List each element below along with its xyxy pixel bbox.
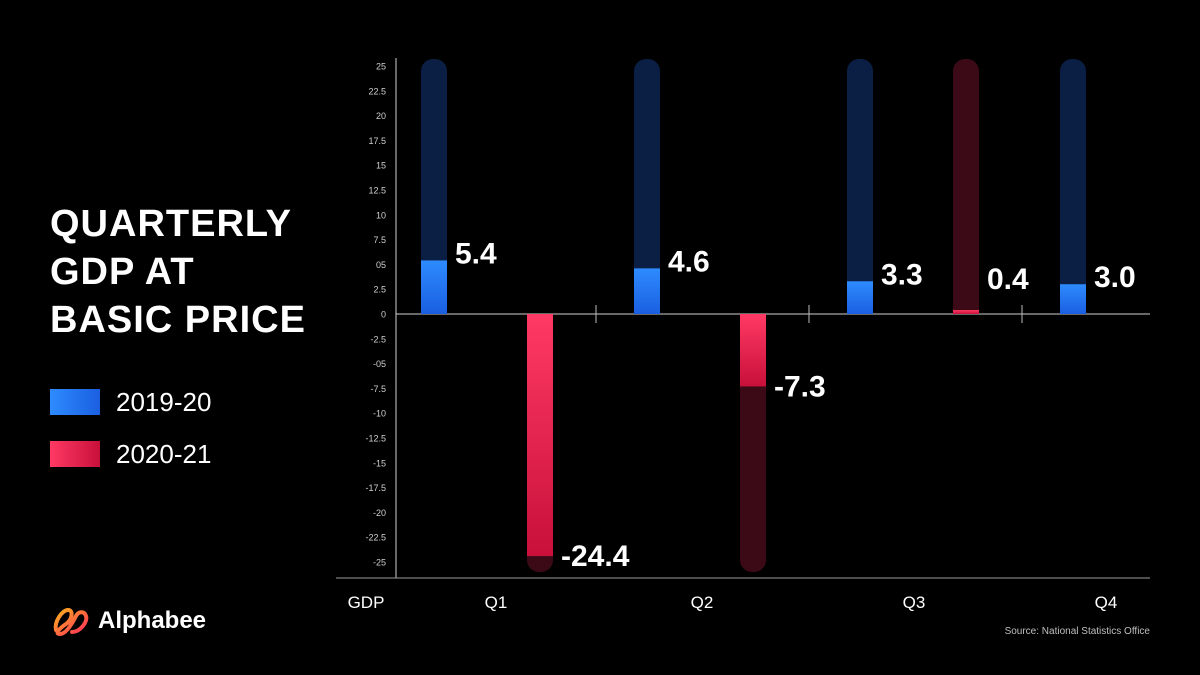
bar-value-label: 0.4 [987, 263, 1029, 296]
value-labels: 5.4 4.6 3.3 3.0 -24.4 -7.3 0.4 [455, 237, 1136, 573]
bar-track [634, 59, 660, 314]
y-tick-label: -2.5 [370, 334, 386, 344]
title-line-3: BASIC PRICE [50, 299, 306, 341]
y-tick-label: 25 [376, 62, 386, 72]
x-tick-label-Q3: Q3 [903, 593, 926, 612]
bar-2019-20-Q3 [847, 281, 873, 314]
bar-value-label: -24.4 [561, 540, 630, 573]
y-tick-label: -22.5 [365, 533, 386, 543]
bar-value-label: 5.4 [455, 237, 497, 270]
bar-value-label: 4.6 [668, 245, 710, 278]
bar-2020-21-Q3 [953, 310, 979, 314]
alphabee-logo-icon [53, 607, 89, 637]
bar-2019-20-Q2 [634, 268, 660, 314]
axes [336, 58, 1150, 579]
y-tick-label: 2.5 [373, 285, 386, 295]
bar-value-label: 3.0 [1094, 261, 1136, 294]
bar-value-label: -7.3 [774, 370, 826, 403]
legend-item-2019-20: 2019-20 [50, 386, 211, 418]
y-tick-label: 22.5 [368, 86, 386, 96]
bar-2020-21-Q1 [527, 314, 553, 557]
y-axis-ticks: 25 22.5 20 17.5 15 12.5 10 7.5 05 2.5 0 -2.5 -05 -7.5… [365, 62, 386, 568]
y-tick-label: 10 [376, 210, 386, 220]
y-tick-label: -7.5 [370, 384, 386, 394]
x-tick-label-Q4: Q4 [1095, 593, 1118, 612]
bar-2020-21-Q2 [740, 314, 766, 387]
bars [421, 260, 1086, 557]
legend: 2019-20 2020-21 [50, 386, 211, 490]
legend-label: 2020-21 [116, 438, 212, 469]
title-line-2: GDP AT [50, 251, 195, 293]
y-tick-label: -25 [373, 558, 386, 568]
y-tick-label: -17.5 [365, 483, 386, 493]
bar-track [953, 59, 979, 314]
y-tick-label: -12.5 [365, 434, 386, 444]
y-tick-label: 05 [376, 260, 386, 270]
legend-swatch-red [50, 441, 100, 467]
x-axis-title: GDP [348, 593, 385, 612]
x-tick-label-Q1: Q1 [485, 593, 508, 612]
bar-2019-20-Q4 [1060, 284, 1086, 314]
source-note: Source: National Statistics Office [1004, 626, 1150, 637]
y-tick-label: 20 [376, 111, 386, 121]
bar-2019-20-Q1 [421, 260, 447, 314]
title-line-1: QUARTERLY [50, 203, 292, 245]
y-tick-label: -10 [373, 409, 386, 419]
bar-track [847, 59, 873, 314]
y-tick-label: 17.5 [368, 136, 386, 146]
brand-name: Alphabee [98, 607, 207, 634]
y-tick-label: -05 [373, 359, 386, 369]
y-tick-label: 0 [381, 310, 386, 320]
y-tick-label: 12.5 [368, 186, 386, 196]
bar-track [421, 59, 447, 314]
brand: Alphabee [50, 604, 206, 638]
legend-label: 2019-20 [116, 386, 212, 417]
y-tick-label: -15 [373, 458, 386, 468]
legend-item-2020-21: 2020-21 [50, 438, 211, 470]
bar-value-label: 3.3 [881, 258, 923, 291]
x-axis-labels: GDP Q1 Q2 Q3 Q4 [348, 593, 1118, 612]
y-tick-label: 7.5 [373, 235, 386, 245]
chart-title: QUARTERLY GDP AT BASIC PRICE [50, 200, 350, 344]
y-tick-label: -20 [373, 508, 386, 518]
bar-track [1060, 59, 1086, 314]
x-tick-label-Q2: Q2 [691, 593, 714, 612]
y-tick-label: 15 [376, 161, 386, 171]
legend-swatch-blue [50, 389, 100, 415]
